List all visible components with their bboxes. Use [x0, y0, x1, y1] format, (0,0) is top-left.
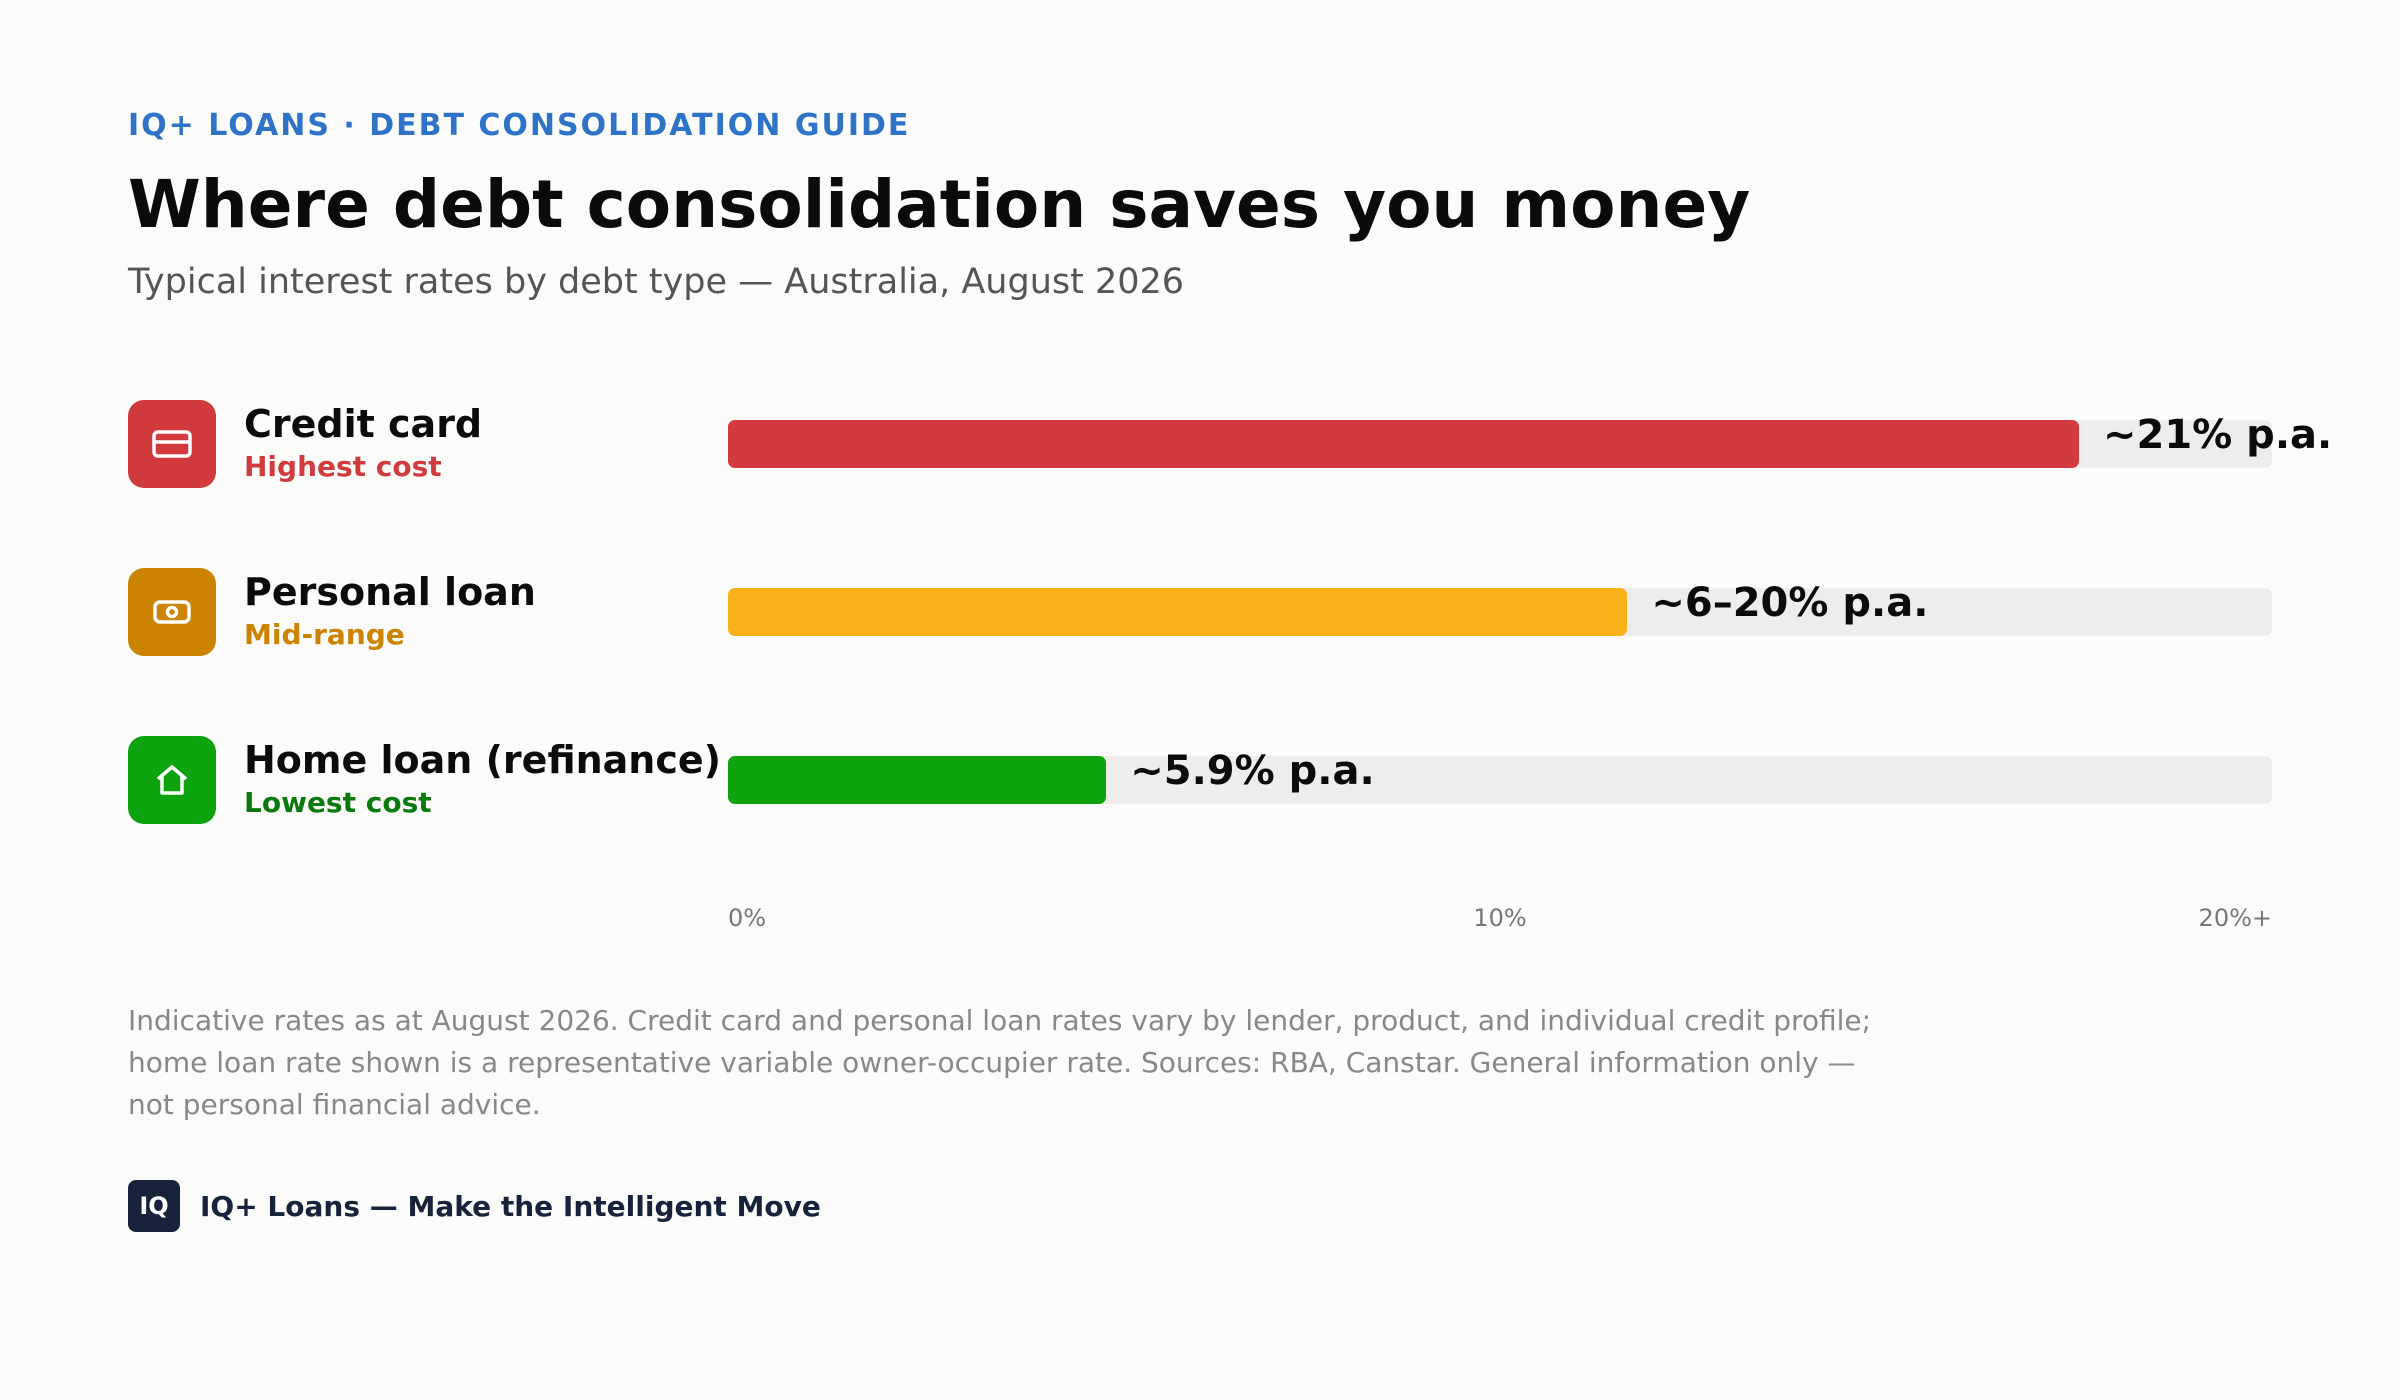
bar-category-label: Credit card: [244, 402, 483, 446]
brand-logo: IQ: [128, 1180, 180, 1232]
chart-row-personal-loan: Personal loan Mid-range ~6–20% p.a.: [128, 568, 2328, 658]
bar: [728, 756, 1107, 804]
bar: [728, 588, 1628, 636]
footnote: Indicative rates as at August 2026. Cred…: [128, 1004, 1872, 1121]
bar-tag-label: Lowest cost: [244, 786, 432, 819]
bar-category-label: Home loan (refinance): [244, 738, 722, 782]
brand-tagline: IQ+ Loans — Make the Intelligent Move: [200, 1190, 821, 1223]
x-tick-label: 0%: [728, 904, 767, 932]
bar-tag-label: Highest cost: [244, 450, 442, 483]
credit-card-icon: [128, 400, 216, 488]
bar-value-label: ~5.9% p.a.: [1130, 748, 1375, 794]
bar-track: [728, 588, 2272, 636]
x-tick-label: 10%: [1473, 904, 1527, 932]
bar-category-label: Personal loan: [244, 570, 536, 614]
page-subtitle: Typical interest rates by debt type — Au…: [128, 262, 1185, 302]
chart-row-credit-card: Credit card Highest cost ~21% p.a.: [128, 400, 2332, 490]
x-tick-label: 20%+: [2198, 904, 2272, 932]
page-title: Where debt consolidation saves you money: [128, 166, 1751, 243]
bar-track: [728, 756, 2272, 804]
chart-row-home-loan: Home loan (refinance) Lowest cost ~5.9% …: [128, 736, 2328, 826]
bar: [728, 420, 2079, 468]
bar-tag-label: Mid-range: [244, 618, 405, 651]
bar-value-label: ~6–20% p.a.: [1651, 580, 1929, 626]
cash-icon: [128, 568, 216, 656]
home-icon: [128, 736, 216, 824]
bar-value-label: ~21% p.a.: [2103, 412, 2333, 458]
eyebrow: IQ+ LOANS · DEBT CONSOLIDATION GUIDE: [128, 108, 911, 143]
bar-track: [728, 420, 2272, 468]
